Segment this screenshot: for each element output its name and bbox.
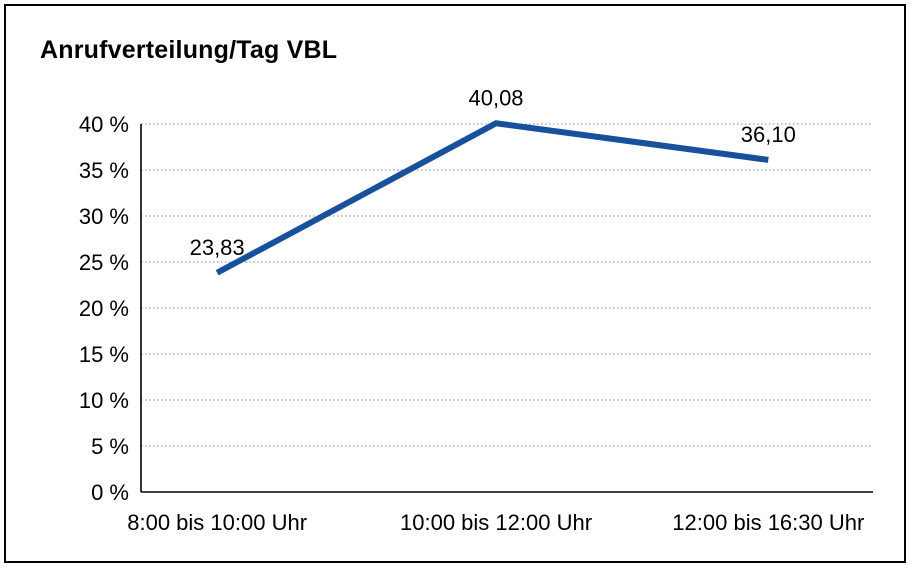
chart-frame	[4, 4, 906, 563]
y-tick-label: 10 %	[79, 388, 129, 413]
y-tick-label: 20 %	[79, 296, 129, 321]
y-tick-label: 35 %	[79, 158, 129, 183]
chart-title: Anrufverteilung/Tag VBL	[40, 36, 338, 64]
data-point-label: 36,10	[741, 122, 796, 147]
y-tick-label: 40 %	[79, 112, 129, 137]
y-tick-label: 5 %	[91, 434, 129, 459]
y-tick-label: 15 %	[79, 342, 129, 367]
y-tick-label: 25 %	[79, 250, 129, 275]
y-tick-label: 30 %	[79, 204, 129, 229]
y-tick-label: 0 %	[91, 480, 129, 505]
x-category-label: 12:00 bis 16:30 Uhr	[672, 510, 864, 535]
series-line	[215, 120, 769, 276]
x-category-label: 10:00 bis 12:00 Uhr	[400, 510, 592, 535]
data-point-label: 23,83	[190, 235, 245, 260]
x-category-label: 8:00 bis 10:00 Uhr	[127, 510, 307, 535]
data-point-label: 40,08	[468, 85, 523, 110]
